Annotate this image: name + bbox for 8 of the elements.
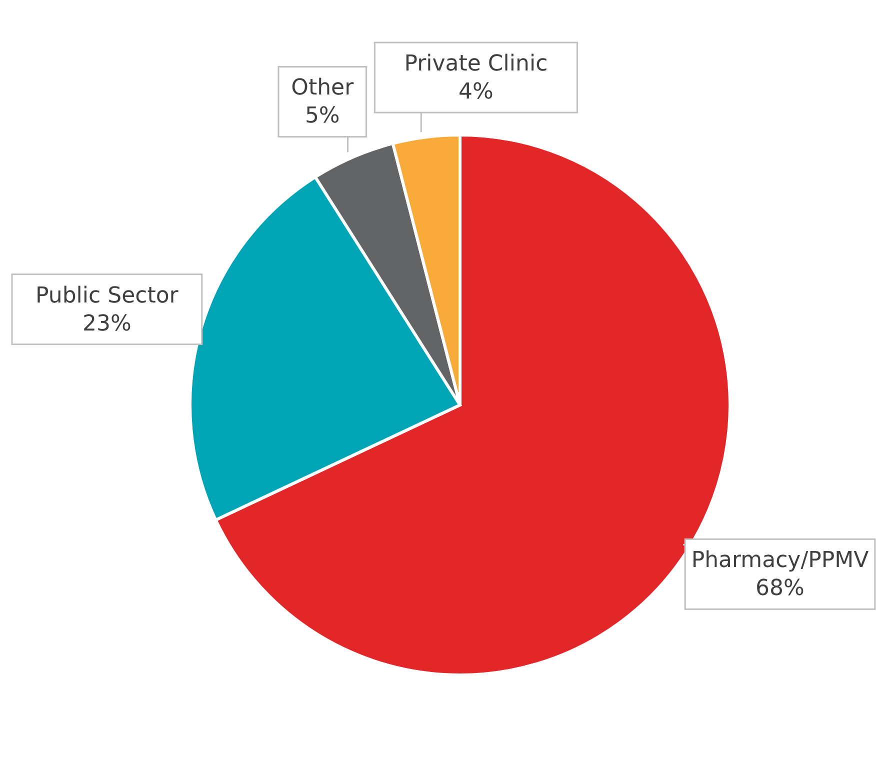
- slice-label: Other: [291, 76, 355, 101]
- data-label: 4%: [458, 80, 494, 105]
- slice-label: Public Sector: [36, 283, 180, 308]
- slice-label: Private Clinic: [404, 52, 548, 77]
- slice-label: Pharmacy/PPMV: [691, 548, 869, 574]
- data-label: 5%: [304, 104, 340, 129]
- data-label: 23%: [82, 311, 132, 336]
- data-label: 68%: [756, 576, 804, 602]
